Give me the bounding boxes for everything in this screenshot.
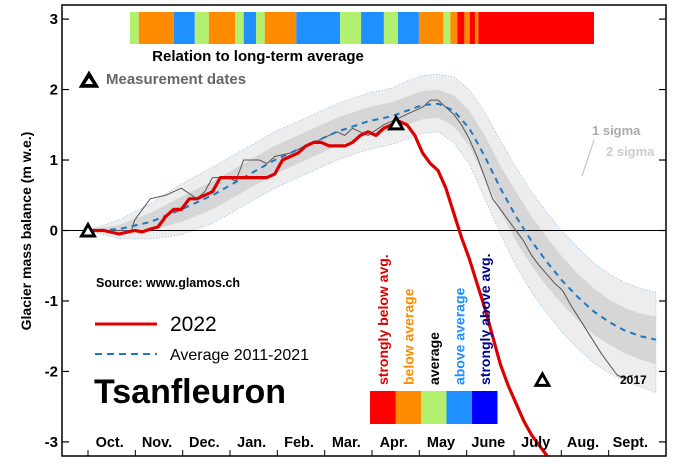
relation-segment-17 <box>457 12 465 44</box>
measurement-legend-icon-inner <box>85 78 93 84</box>
relation-segment-14 <box>418 12 444 44</box>
sigma2-label: 2 sigma <box>606 144 655 159</box>
class-label-above: above average <box>452 288 468 385</box>
relation-segment-10 <box>340 12 362 44</box>
relation-segment-4 <box>208 12 236 44</box>
y-tick-label-1: -2 <box>45 363 58 380</box>
relation-segment-2 <box>173 12 195 44</box>
series-2022-line <box>88 119 549 457</box>
relation-segment-0 <box>130 12 139 44</box>
series-average-line <box>87 102 657 341</box>
class-label-average: average <box>426 332 442 385</box>
y-tick-label-2: -1 <box>45 293 58 310</box>
class-box-average <box>421 391 447 424</box>
x-tick-label-0: Oct. <box>96 435 124 451</box>
relation-segment-3 <box>194 12 209 44</box>
relation-segment-11 <box>361 12 384 44</box>
legend-average-label: Average 2011-2021 <box>170 347 309 364</box>
y-tick-label-4: 1 <box>50 152 58 169</box>
class-label-below: below average <box>401 288 417 385</box>
class-box-above <box>446 391 472 424</box>
y-tick-label-3: 0 <box>50 223 58 240</box>
sigma-pointer-line <box>581 139 595 177</box>
sigma-bands <box>86 73 657 394</box>
measurement-legend-label: Measurement dates <box>106 71 246 88</box>
class-box-below <box>395 391 421 424</box>
y-tick-label-6: 3 <box>50 11 58 28</box>
measurement-legend: Measurement dates <box>78 70 246 88</box>
relation-segment-7 <box>256 12 265 44</box>
x-tick-label-1: Nov. <box>142 435 172 451</box>
y-tick-label-5: 2 <box>50 82 58 99</box>
year-2017-label: 2017 <box>620 373 647 387</box>
series-2017-line <box>88 99 633 379</box>
x-tick-label-10: Aug. <box>567 435 599 451</box>
x-tick-label-11: Sept. <box>613 435 648 451</box>
relation-segment-21 <box>478 12 594 44</box>
x-tick-label-2: Dec. <box>189 435 220 451</box>
axes: -3 -2 -1 0 1 2 3 Oct. Nov. Dec. Jan. Feb. Mar. Apr. Ma… <box>45 4 667 457</box>
relation-segment-20 <box>474 12 479 44</box>
relation-segment-8 <box>264 12 297 44</box>
class-label-strongly-below: strongly below avg. <box>375 254 391 385</box>
x-tick-label-3: Jan. <box>237 435 266 451</box>
relation-segment-16 <box>450 12 458 44</box>
x-tick-label-4: Feb. <box>284 435 314 451</box>
relation-segment-19 <box>469 12 475 44</box>
x-tick-label-5: Mar. <box>332 435 361 451</box>
y-tick-label-0: -3 <box>45 434 58 451</box>
relation-segment-9 <box>296 12 341 44</box>
relation-segment-1 <box>138 12 174 44</box>
source-label: Source: www.glamos.ch <box>96 276 240 290</box>
x-tick-label-7: May <box>427 435 455 451</box>
measurement-marker-inner-1 <box>392 120 401 128</box>
x-tick-label-8: June <box>471 435 505 451</box>
class-box-strongly-below <box>370 391 396 424</box>
measurement-markers <box>79 114 552 387</box>
relation-segment-13 <box>397 12 419 44</box>
relation-segment-15 <box>443 12 451 44</box>
relation-segment-18 <box>464 12 470 44</box>
relation-segment-12 <box>383 12 398 44</box>
class-box-strongly-above <box>472 391 498 424</box>
relation-bar-label: Relation to long-term average <box>152 48 364 65</box>
series-lines <box>87 99 657 457</box>
y-axis-label: Glacier mass balance (m w.e.) <box>18 132 34 331</box>
chart-title: Tsanfleuron <box>94 373 286 411</box>
x-tick-label-6: Apr. <box>380 435 408 451</box>
sigma1-label: 1 sigma <box>592 123 641 138</box>
relation-segment-5 <box>235 12 244 44</box>
measurement-marker-inner-2 <box>538 376 547 384</box>
class-scale: strongly below avg. below average average a… <box>370 254 498 424</box>
x-tick-label-9: July <box>521 435 550 451</box>
measurement-marker-inner-0 <box>84 227 92 235</box>
class-label-strongly-above: strongly above avg. <box>477 254 493 385</box>
sigma1-band <box>88 89 656 365</box>
legend-2022-label: 2022 <box>170 313 217 336</box>
relation-segment-6 <box>243 12 257 44</box>
relation-bar <box>130 12 594 44</box>
